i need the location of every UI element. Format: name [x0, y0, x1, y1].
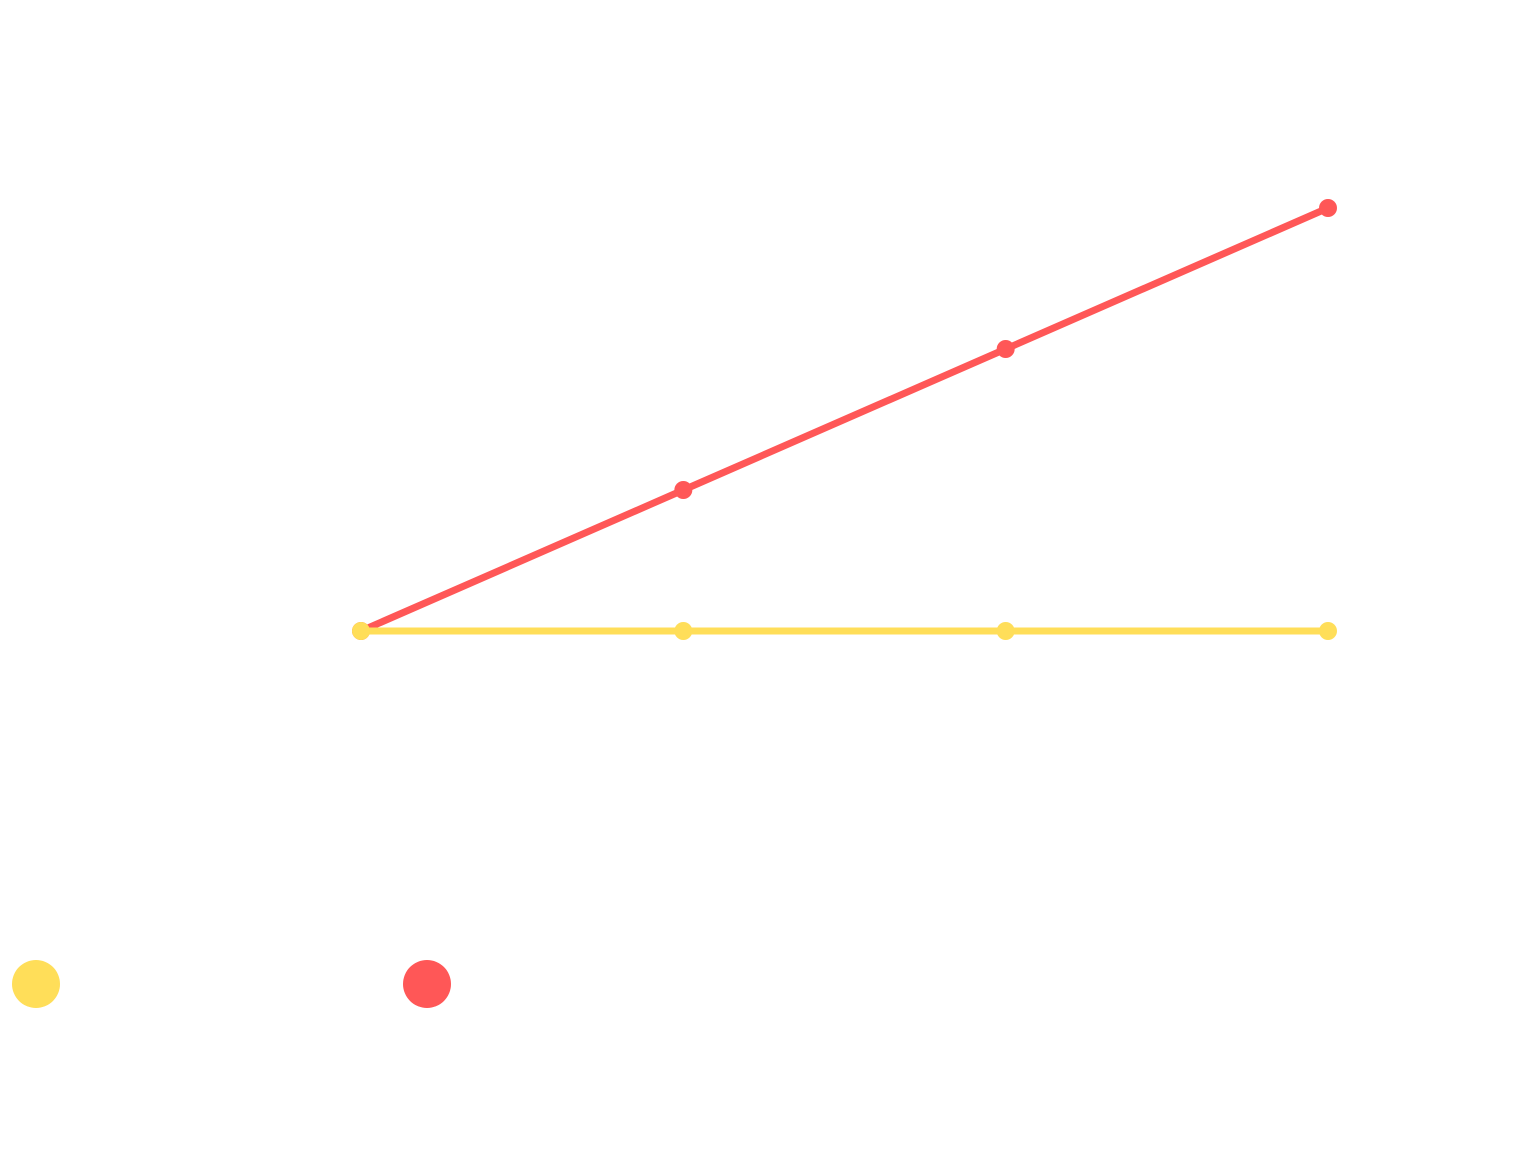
data-point: [674, 481, 693, 499]
data-point: [996, 622, 1015, 640]
series-layer: [352, 199, 1337, 640]
legend: [12, 960, 451, 1008]
legend-swatch: [12, 960, 60, 1008]
data-point: [996, 340, 1015, 358]
series-1: [352, 199, 1337, 640]
series-0: [352, 622, 1337, 640]
data-point: [674, 622, 693, 640]
series-line: [357, 204, 1332, 635]
data-point: [1319, 199, 1337, 217]
data-point: [1319, 622, 1337, 640]
legend-swatch: [403, 960, 451, 1008]
data-point: [352, 622, 370, 640]
